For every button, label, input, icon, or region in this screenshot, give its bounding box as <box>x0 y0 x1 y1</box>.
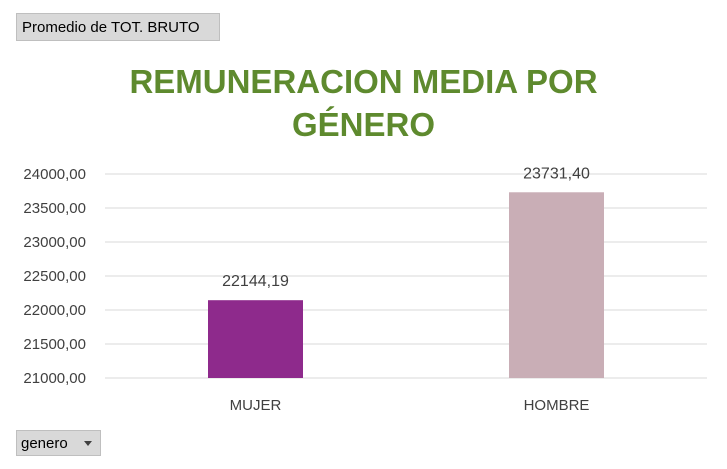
y-tick-label: 23500,00 <box>23 200 86 217</box>
dropdown-arrow-icon[interactable] <box>84 440 92 446</box>
chart-title-line-2: GÉNERO <box>291 106 436 143</box>
value-field-button[interactable]: Promedio de TOT. BRUTO <box>16 13 220 41</box>
category-label: HOMBRE <box>524 397 590 414</box>
y-tick-label: 23000,00 <box>23 234 86 251</box>
bar-mujer[interactable] <box>208 300 303 378</box>
genero-filter-button[interactable]: genero <box>16 430 101 456</box>
value-field-label: Promedio de TOT. BRUTO <box>22 18 200 36</box>
y-tick-label: 21000,00 <box>23 370 86 387</box>
chart-title-line-1: REMUNERACION MEDIA POR <box>129 63 598 100</box>
filter-field-label: genero <box>21 434 68 452</box>
y-tick-label: 24000,00 <box>23 166 86 183</box>
chart-title: REMUNERACION MEDIA POR GÉNERO <box>0 60 727 146</box>
y-tick-label: 21500,00 <box>23 336 86 353</box>
y-tick-label: 22500,00 <box>23 268 86 285</box>
data-label: 23731,40 <box>523 165 590 182</box>
bar-hombre[interactable] <box>509 192 604 378</box>
category-label: MUJER <box>230 397 282 414</box>
data-label: 22144,19 <box>222 273 289 290</box>
y-tick-label: 22000,00 <box>23 302 86 319</box>
